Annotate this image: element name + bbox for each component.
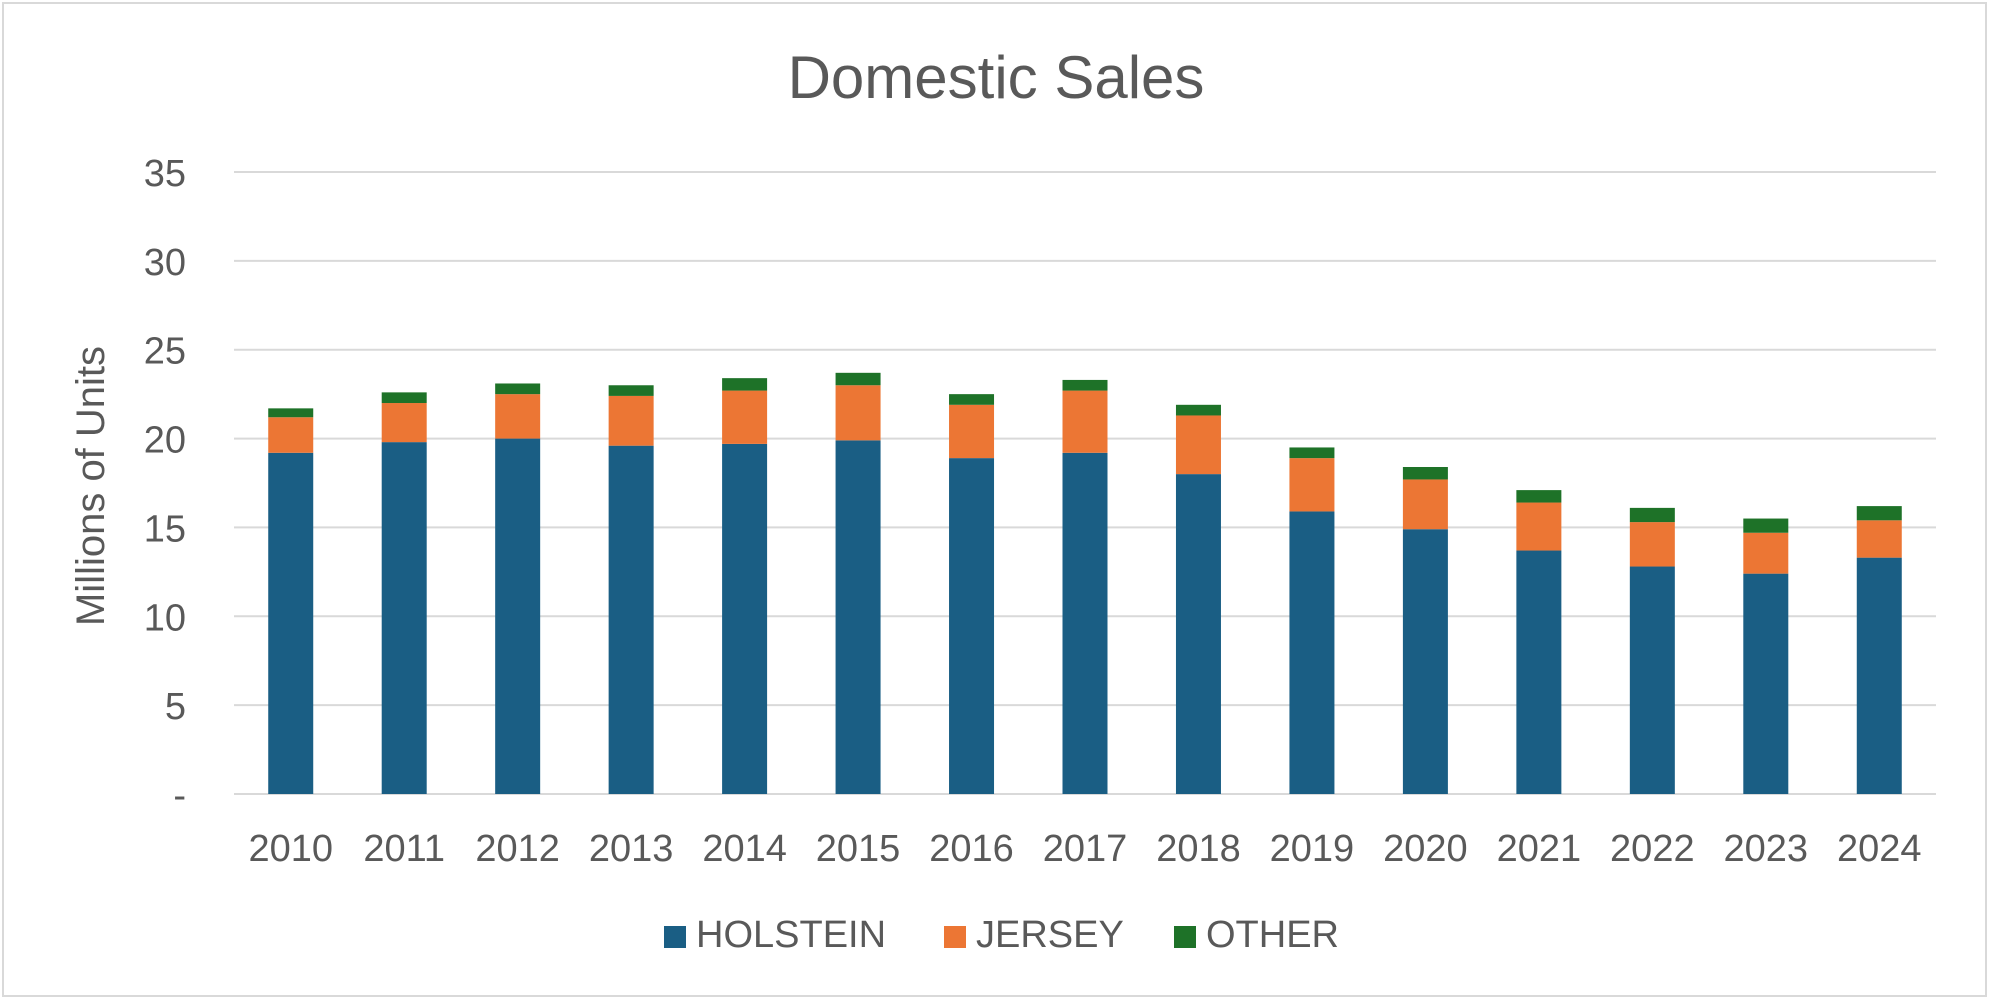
x-tick-label: 2012: [475, 828, 560, 870]
y-axis-label: Millions of Units: [69, 346, 113, 626]
x-tick-label: 2017: [1043, 828, 1128, 870]
y-tick-label: 20: [144, 420, 186, 462]
y-tick-label: 10: [144, 597, 186, 639]
bar-other-2015: [835, 372, 881, 386]
bar-holstein-2011: [381, 442, 427, 794]
bar-other-2018: [1175, 404, 1221, 416]
bar-holstein-2015: [835, 440, 881, 794]
bar-jersey-2012: [495, 394, 541, 439]
bar-other-2017: [1062, 379, 1108, 391]
legend-swatch-other: [1174, 926, 1196, 948]
bar-holstein-2013: [608, 445, 654, 794]
bar-holstein-2021: [1516, 550, 1562, 794]
bar-jersey-2023: [1743, 532, 1789, 574]
y-tick-label: 25: [144, 331, 186, 373]
bar-holstein-2019: [1289, 511, 1335, 794]
x-tick-label: 2019: [1270, 828, 1355, 870]
x-tick-label: 2022: [1610, 828, 1695, 870]
bar-other-2020: [1402, 467, 1448, 480]
y-tick-labels: - 5 10 15 20 25 30 35: [144, 153, 186, 817]
legend-label-holstein: HOLSTEIN: [696, 914, 886, 956]
bar-jersey-2014: [722, 390, 768, 444]
legend-label-jersey: JERSEY: [976, 914, 1124, 956]
y-tick-label: 35: [144, 153, 186, 195]
x-tick-label: 2023: [1724, 828, 1809, 870]
bar-jersey-2015: [835, 385, 881, 441]
legend: HOLSTEIN JERSEY OTHER: [664, 914, 1339, 956]
bar-holstein-2012: [495, 438, 541, 794]
bar-jersey-2011: [381, 403, 427, 443]
bar-other-2014: [722, 378, 768, 391]
bar-holstein-2017: [1062, 452, 1108, 794]
bars: [268, 372, 1902, 794]
bar-other-2019: [1289, 447, 1335, 459]
bar-jersey-2010: [268, 417, 314, 453]
legend-swatch-holstein: [664, 926, 686, 948]
x-tick-label: 2016: [929, 828, 1014, 870]
bar-other-2013: [608, 385, 654, 396]
x-tick-labels: 2010 2011 2012 2013 2014 2015 2016 2017 2018 2019…: [248, 828, 1921, 870]
bar-other-2021: [1516, 490, 1562, 503]
y-tick-label: -: [173, 775, 186, 817]
x-tick-label: 2024: [1837, 828, 1922, 870]
bar-holstein-2014: [722, 443, 768, 794]
bar-holstein-2018: [1175, 474, 1221, 794]
bar-jersey-2013: [608, 395, 654, 446]
bar-jersey-2022: [1629, 522, 1675, 567]
x-tick-label: 2018: [1156, 828, 1241, 870]
y-tick-label: 30: [144, 242, 186, 284]
x-tick-label: 2020: [1383, 828, 1468, 870]
bar-holstein-2022: [1629, 566, 1675, 794]
chart-title: Domestic Sales: [788, 44, 1205, 111]
legend-label-other: OTHER: [1206, 914, 1339, 956]
bar-jersey-2019: [1289, 458, 1335, 512]
bar-holstein-2020: [1402, 529, 1448, 794]
bar-other-2011: [381, 392, 427, 404]
x-tick-label: 2021: [1497, 828, 1582, 870]
bar-jersey-2017: [1062, 390, 1108, 453]
bar-jersey-2020: [1402, 479, 1448, 530]
bar-other-2023: [1743, 518, 1789, 533]
bar-other-2010: [268, 408, 314, 418]
bar-other-2012: [495, 383, 541, 395]
stacked-bar-chart: Domestic Sales Millions of Units - 5 10 15 2…: [69, 44, 1936, 956]
bar-jersey-2016: [949, 404, 995, 459]
bar-holstein-2016: [949, 458, 995, 794]
x-tick-label: 2014: [702, 828, 787, 870]
bar-other-2016: [949, 394, 995, 405]
bar-jersey-2018: [1175, 415, 1221, 475]
bar-holstein-2024: [1856, 557, 1902, 794]
bar-holstein-2023: [1743, 573, 1789, 794]
x-tick-label: 2010: [248, 828, 333, 870]
bar-other-2022: [1629, 507, 1675, 523]
x-tick-label: 2015: [816, 828, 901, 870]
bar-jersey-2021: [1516, 502, 1562, 551]
bar-other-2024: [1856, 506, 1902, 521]
x-tick-label: 2011: [363, 828, 445, 870]
y-tick-label: 15: [144, 508, 186, 550]
bar-jersey-2024: [1856, 520, 1902, 558]
legend-swatch-jersey: [944, 926, 966, 948]
x-tick-label: 2013: [589, 828, 674, 870]
y-tick-label: 5: [165, 686, 186, 728]
bar-holstein-2010: [268, 452, 314, 794]
